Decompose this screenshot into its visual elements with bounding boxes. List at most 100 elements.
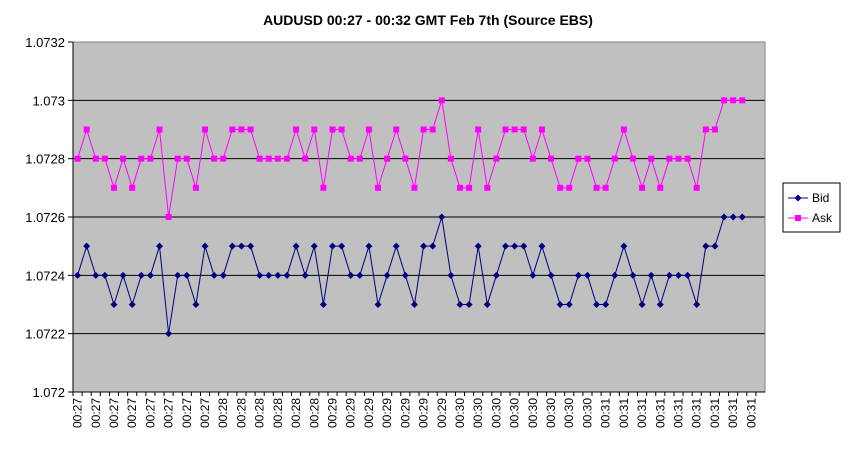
marker [129,184,136,191]
marker [283,155,290,162]
marker [310,242,318,250]
marker [465,301,473,308]
marker [202,126,209,133]
marker [584,155,591,162]
marker [265,271,273,279]
x-tick-label: 00:28 [253,398,267,428]
legend-box [782,182,841,233]
marker [520,126,527,133]
marker [684,155,691,162]
marker [556,301,564,308]
marker [356,271,364,279]
marker [438,213,446,221]
x-tick-label: 00:31 [635,398,649,428]
marker [638,301,646,308]
marker [101,271,109,279]
marker [620,126,627,133]
marker [256,155,263,162]
marker [384,155,391,162]
marker [302,155,309,162]
marker [347,271,355,279]
marker [538,126,545,133]
marker [456,184,463,191]
marker [438,97,445,104]
marker [110,301,118,308]
x-tick-label: 00:31 [617,398,631,428]
series-line [77,216,743,334]
marker [611,155,618,162]
marker [374,301,382,308]
marker [702,242,710,250]
marker [356,155,363,162]
marker [220,155,227,162]
marker [146,271,154,279]
marker [210,271,218,279]
x-tick-label: 00:30 [526,398,540,428]
y-tick-label: 1.0722 [25,327,65,342]
marker [156,126,163,133]
marker [730,97,737,104]
marker [739,97,746,104]
x-tick-label: 00:29 [362,398,376,428]
marker [493,155,500,162]
marker [502,242,509,250]
marker [420,126,427,133]
legend-marker [794,194,802,202]
marker [611,271,619,279]
marker [274,271,282,279]
marker [402,155,409,162]
marker [684,271,692,279]
x-tick-label: 00:27 [107,398,121,428]
marker [201,242,209,250]
chart-title: AUDUSD 00:27 - 00:32 GMT Feb 7th (Source… [263,12,593,28]
x-tick-label: 00:31 [726,398,740,428]
marker [738,213,746,221]
y-tick-label: 1.0724 [25,268,65,283]
marker [602,184,609,191]
marker [575,155,582,162]
x-tick-label: 00:28 [271,398,285,428]
marker [265,155,272,162]
marker [583,271,591,279]
marker [365,242,373,250]
marker [120,155,127,162]
marker [565,301,573,308]
marker [137,271,145,279]
marker [147,155,154,162]
x-tick-label: 00:27 [125,398,139,428]
marker [620,242,628,250]
marker [574,271,582,279]
marker [165,330,173,338]
x-tick-label: 00:28 [307,398,321,428]
marker [675,271,682,279]
marker [211,155,218,162]
marker [720,213,728,221]
marker [320,184,327,191]
marker [529,271,537,279]
x-tick-label: 00:30 [471,398,485,428]
marker [83,126,90,133]
marker [492,271,500,279]
marker [319,301,327,308]
marker [502,126,509,133]
marker [729,213,737,221]
marker [711,126,718,133]
marker [657,184,664,191]
y-tick-label: 1.0732 [25,35,65,50]
marker [229,126,236,133]
marker [110,184,117,191]
x-tick-label: 00:29 [344,398,358,428]
marker [365,126,372,133]
marker [447,271,455,279]
marker [456,301,464,308]
marker [557,184,564,191]
marker [383,271,391,279]
marker [101,155,108,162]
marker [256,271,264,279]
marker [192,301,200,308]
x-tick-label: 00:28 [216,398,230,428]
marker [237,242,245,250]
x-tick-label: 00:30 [453,398,467,428]
marker [119,271,127,279]
y-tick-label: 1.073 [32,93,65,108]
